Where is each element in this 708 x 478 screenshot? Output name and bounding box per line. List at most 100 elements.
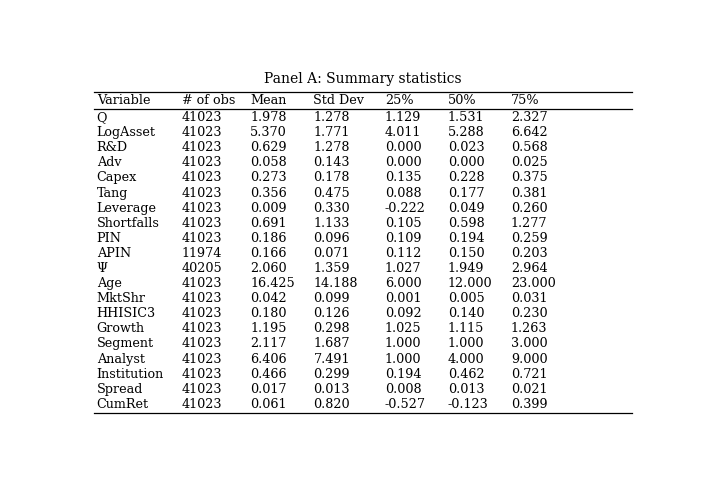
Text: 1.115: 1.115 [448, 322, 484, 336]
Text: 2.964: 2.964 [511, 262, 547, 275]
Text: 7.491: 7.491 [314, 353, 350, 366]
Text: 0.150: 0.150 [448, 247, 484, 260]
Text: 0.177: 0.177 [448, 186, 484, 199]
Text: 5.288: 5.288 [448, 126, 485, 139]
Text: 5.370: 5.370 [251, 126, 287, 139]
Text: 1.687: 1.687 [314, 337, 350, 350]
Text: 6.406: 6.406 [251, 353, 287, 366]
Text: 0.058: 0.058 [251, 156, 287, 169]
Text: 1.263: 1.263 [511, 322, 547, 336]
Text: 0.568: 0.568 [511, 141, 548, 154]
Text: 0.025: 0.025 [511, 156, 548, 169]
Text: 0.356: 0.356 [251, 186, 287, 199]
Text: 0.092: 0.092 [385, 307, 421, 320]
Text: 1.000: 1.000 [385, 353, 421, 366]
Text: 2.327: 2.327 [511, 111, 547, 124]
Text: 0.466: 0.466 [251, 368, 287, 380]
Text: 16.425: 16.425 [251, 277, 295, 290]
Text: 0.691: 0.691 [251, 217, 287, 230]
Text: LogAsset: LogAsset [97, 126, 156, 139]
Text: 0.000: 0.000 [385, 141, 421, 154]
Text: 1.978: 1.978 [251, 111, 287, 124]
Text: 9.000: 9.000 [511, 353, 547, 366]
Text: CumRet: CumRet [97, 398, 149, 411]
Text: -0.527: -0.527 [385, 398, 426, 411]
Text: # of obs: # of obs [182, 94, 235, 107]
Text: 0.109: 0.109 [385, 232, 421, 245]
Text: 0.598: 0.598 [448, 217, 485, 230]
Text: Capex: Capex [97, 172, 137, 185]
Text: 0.135: 0.135 [385, 172, 421, 185]
Text: 1.027: 1.027 [385, 262, 421, 275]
Text: 2.060: 2.060 [251, 262, 287, 275]
Text: 0.061: 0.061 [251, 398, 287, 411]
Text: 6.000: 6.000 [385, 277, 421, 290]
Text: 41023: 41023 [182, 202, 222, 215]
Text: 0.000: 0.000 [448, 156, 484, 169]
Text: 0.462: 0.462 [448, 368, 484, 380]
Text: 14.188: 14.188 [314, 277, 358, 290]
Text: 0.099: 0.099 [314, 292, 350, 305]
Text: 0.126: 0.126 [314, 307, 350, 320]
Text: MktShr: MktShr [97, 292, 146, 305]
Text: 41023: 41023 [182, 383, 222, 396]
Text: 0.194: 0.194 [448, 232, 484, 245]
Text: 41023: 41023 [182, 156, 222, 169]
Text: 0.381: 0.381 [511, 186, 547, 199]
Text: 0.005: 0.005 [448, 292, 485, 305]
Text: 0.186: 0.186 [251, 232, 287, 245]
Text: 0.009: 0.009 [251, 202, 287, 215]
Text: 41023: 41023 [182, 337, 222, 350]
Text: PIN: PIN [97, 232, 122, 245]
Text: 40205: 40205 [182, 262, 222, 275]
Text: Shortfalls: Shortfalls [97, 217, 159, 230]
Text: -0.123: -0.123 [448, 398, 489, 411]
Text: 1.278: 1.278 [314, 111, 350, 124]
Text: 41023: 41023 [182, 277, 222, 290]
Text: Analyst: Analyst [97, 353, 144, 366]
Text: Q: Q [97, 111, 107, 124]
Text: 41023: 41023 [182, 126, 222, 139]
Text: 41023: 41023 [182, 232, 222, 245]
Text: Growth: Growth [97, 322, 145, 336]
Text: Variable: Variable [97, 94, 150, 107]
Text: 0.475: 0.475 [314, 186, 350, 199]
Text: 0.399: 0.399 [511, 398, 547, 411]
Text: 0.008: 0.008 [385, 383, 421, 396]
Text: 41023: 41023 [182, 398, 222, 411]
Text: 0.230: 0.230 [511, 307, 547, 320]
Text: 1.359: 1.359 [314, 262, 350, 275]
Text: 4.011: 4.011 [385, 126, 421, 139]
Text: 0.023: 0.023 [448, 141, 484, 154]
Text: 41023: 41023 [182, 322, 222, 336]
Text: 4.000: 4.000 [448, 353, 484, 366]
Text: 1.025: 1.025 [385, 322, 421, 336]
Text: 0.375: 0.375 [511, 172, 548, 185]
Text: 1.133: 1.133 [314, 217, 350, 230]
Text: 0.013: 0.013 [314, 383, 350, 396]
Text: 2.117: 2.117 [251, 337, 287, 350]
Text: 75%: 75% [511, 94, 539, 107]
Text: 0.105: 0.105 [385, 217, 421, 230]
Text: 0.820: 0.820 [314, 398, 350, 411]
Text: Ψ: Ψ [97, 262, 108, 275]
Text: -0.222: -0.222 [385, 202, 426, 215]
Text: 41023: 41023 [182, 368, 222, 380]
Text: Institution: Institution [97, 368, 164, 380]
Text: APIN: APIN [97, 247, 131, 260]
Text: 1.000: 1.000 [385, 337, 421, 350]
Text: Leverage: Leverage [97, 202, 156, 215]
Text: 1.195: 1.195 [251, 322, 287, 336]
Text: R&D: R&D [97, 141, 128, 154]
Text: 0.042: 0.042 [251, 292, 287, 305]
Text: 0.299: 0.299 [314, 368, 350, 380]
Text: 1.000: 1.000 [448, 337, 484, 350]
Text: 41023: 41023 [182, 186, 222, 199]
Text: 0.273: 0.273 [251, 172, 287, 185]
Text: Spread: Spread [97, 383, 143, 396]
Text: 6.642: 6.642 [511, 126, 547, 139]
Text: 0.088: 0.088 [385, 186, 421, 199]
Text: 0.049: 0.049 [448, 202, 484, 215]
Text: 0.259: 0.259 [511, 232, 548, 245]
Text: 0.629: 0.629 [251, 141, 287, 154]
